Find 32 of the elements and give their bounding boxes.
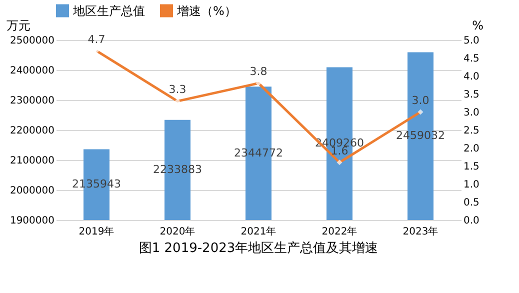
y2-tick-label: 1.5	[464, 162, 480, 172]
y2-tick-label: 1.0	[464, 180, 480, 190]
y2-tick-label: 3.0	[464, 108, 480, 118]
y-tick-label: 2100000	[10, 156, 54, 166]
y-tick-label: 1900000	[10, 216, 54, 226]
y2-axis-title: %	[472, 18, 484, 32]
y-tick-label: 2500000	[10, 36, 54, 46]
x-tick-label: 2019年	[78, 226, 114, 238]
y-tick-label: 2000000	[10, 186, 54, 196]
x-tick-label: 2022年	[322, 226, 358, 238]
data-label: 3.8	[250, 65, 268, 78]
data-label: 3.0	[412, 94, 430, 107]
y2-tick-label: 5.0	[464, 36, 480, 46]
text: 图1 2019-2023年地区生产总值及其增速	[138, 241, 378, 256]
y2-tick-label: 0.5	[464, 198, 480, 208]
y2-tick-label: 0.0	[464, 216, 480, 226]
y-axis-title: 万元	[6, 18, 30, 32]
y-tick-label: 2300000	[10, 96, 54, 106]
y2-tick-label: 4.0	[464, 72, 480, 82]
x-tick-label: 2020年	[160, 226, 196, 238]
y2-tick-label: 4.5	[464, 54, 480, 64]
y2-tick-label: 2.5	[464, 126, 480, 136]
y-tick-label: 2200000	[10, 126, 54, 136]
x-tick-label: 2021年	[240, 226, 276, 238]
x-tick-label: 2023年	[402, 226, 438, 238]
data-label: 3.3	[168, 83, 186, 96]
y2-tick-label: 3.5	[464, 90, 480, 100]
data-label: 4.7	[88, 32, 106, 46]
y-tick-label: 2400000	[10, 66, 54, 76]
legend-label: 地区生产总值	[72, 4, 145, 18]
y2-tick-label: 2.0	[464, 144, 480, 154]
legend-label: 增速（%）	[176, 4, 236, 18]
